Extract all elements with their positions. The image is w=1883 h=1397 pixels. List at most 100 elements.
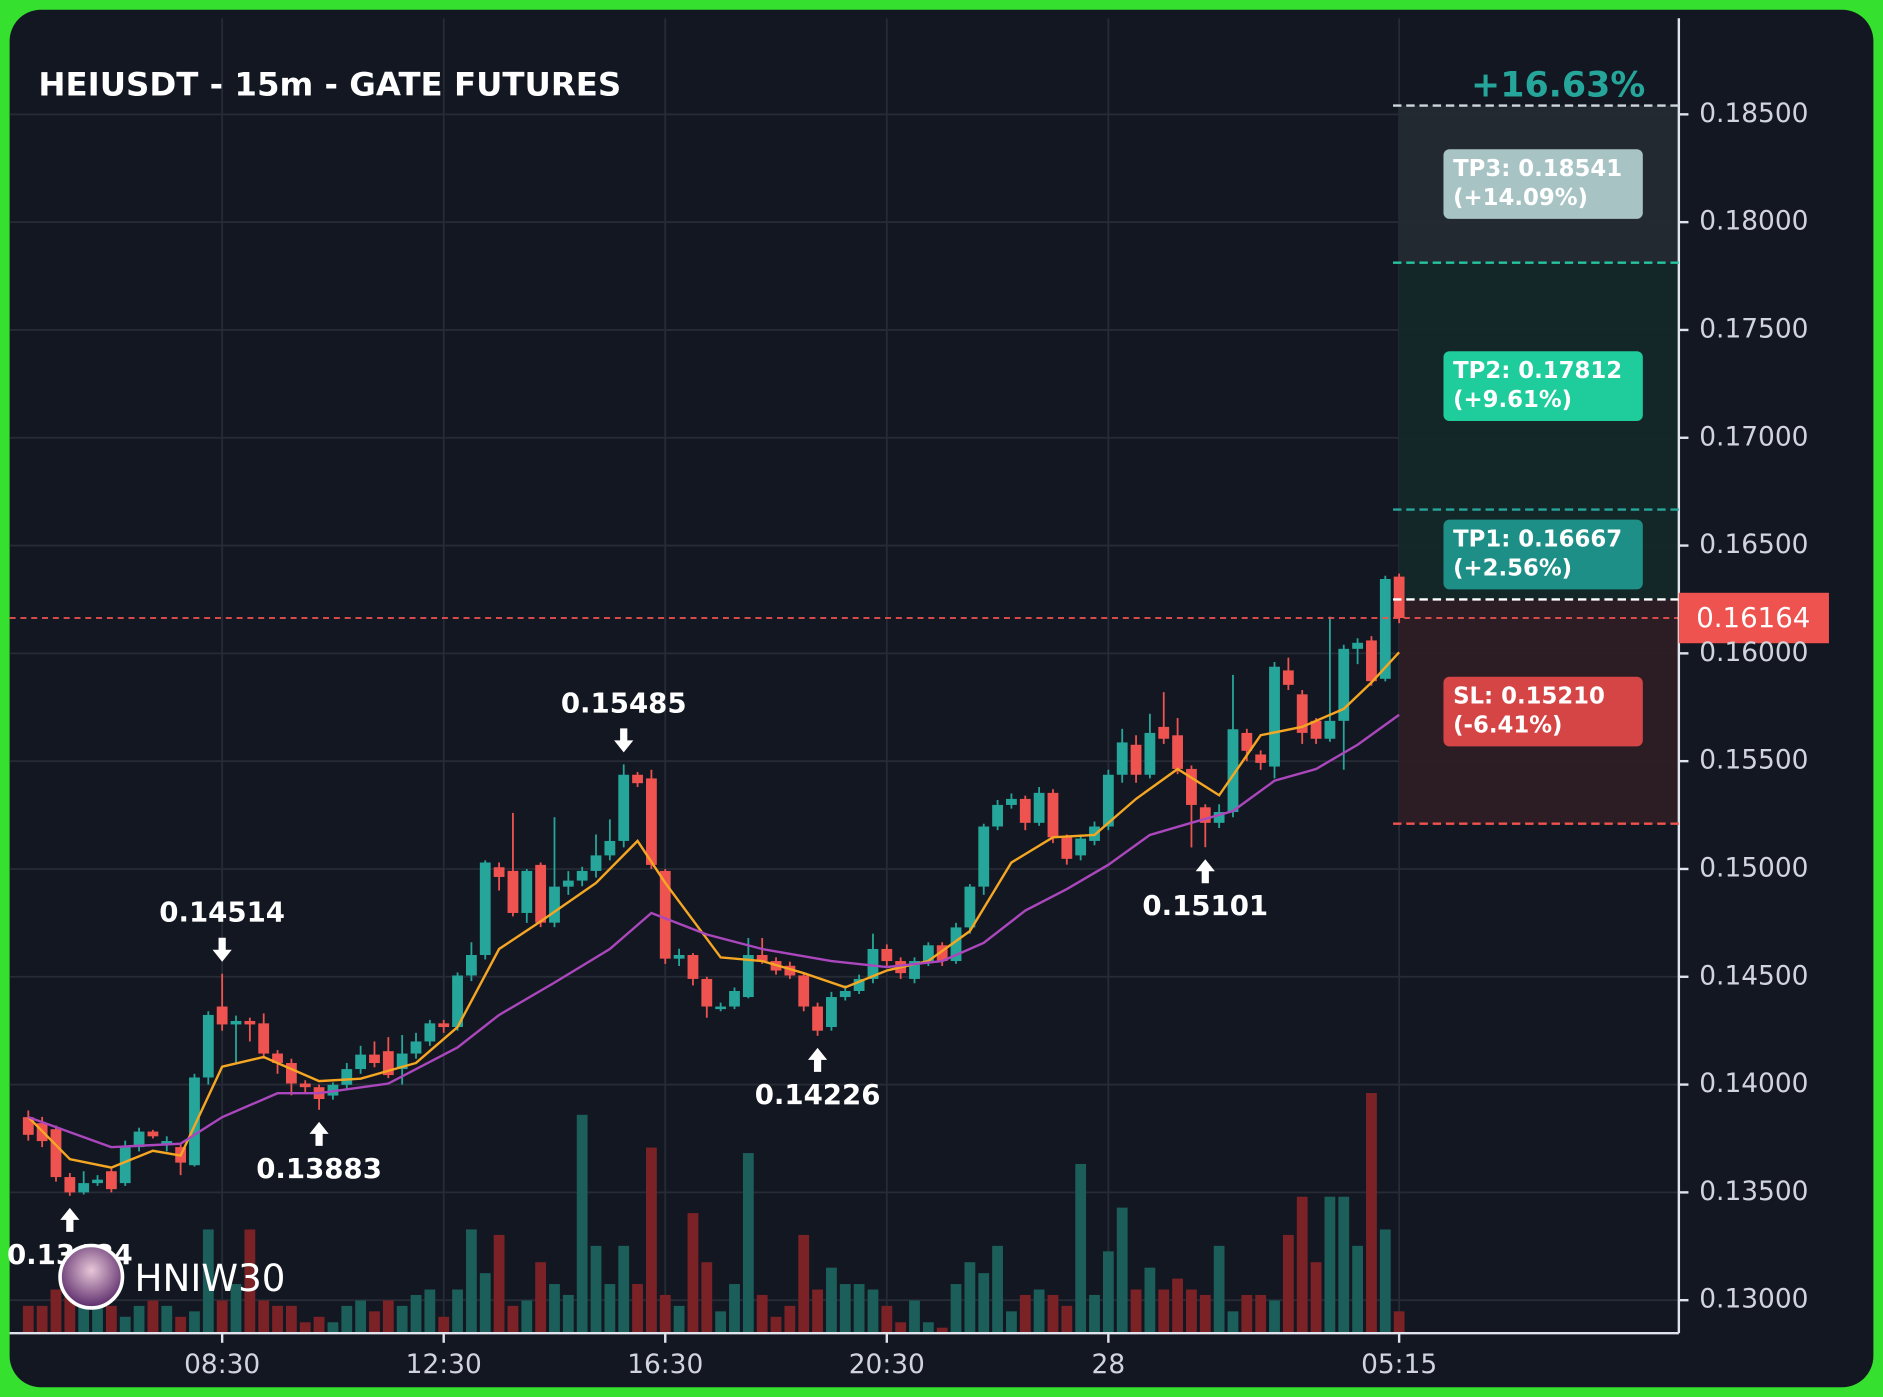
volume-bar	[1006, 1311, 1017, 1334]
volume-bar	[1144, 1267, 1156, 1334]
candle-body	[161, 1141, 173, 1145]
x-tick-label: 28	[1092, 1349, 1126, 1380]
volume-bar	[1019, 1294, 1031, 1334]
candle-body	[1033, 792, 1045, 823]
candle-body	[950, 927, 962, 962]
level-box	[1443, 351, 1643, 421]
candle-body	[964, 886, 976, 928]
candle-body	[687, 954, 699, 979]
candle-body	[1241, 732, 1253, 751]
volume-bar	[590, 1245, 602, 1334]
volume-bar	[189, 1311, 200, 1334]
candle-body	[493, 867, 505, 877]
candle-body	[119, 1147, 131, 1184]
volume-bar	[382, 1300, 394, 1334]
candle-body	[729, 991, 740, 1007]
candle-body	[1324, 720, 1336, 739]
candle-body	[673, 954, 685, 959]
volume-bar	[1366, 1092, 1377, 1334]
volume-bar	[922, 1322, 934, 1334]
volume-bar	[479, 1273, 491, 1334]
volume-bar	[119, 1316, 131, 1334]
candle-body	[812, 1006, 823, 1031]
volume-bar	[1213, 1245, 1225, 1334]
candle-body	[1366, 640, 1377, 682]
annotation-label: 0.13883	[256, 1152, 382, 1185]
volume-bar	[161, 1305, 173, 1334]
candle-body	[521, 870, 533, 913]
volume-bar	[1227, 1311, 1239, 1334]
candle-body	[562, 880, 574, 887]
volume-bar	[909, 1300, 920, 1334]
volume-bar	[632, 1284, 643, 1334]
volume-bar	[1102, 1251, 1114, 1334]
volume-bar	[1310, 1262, 1322, 1334]
candle-body	[424, 1023, 436, 1042]
candle-body	[50, 1129, 62, 1178]
volume-bar	[895, 1322, 907, 1334]
candle-body	[1102, 774, 1114, 827]
candle-body	[189, 1077, 200, 1166]
volume-bar	[549, 1284, 560, 1334]
volume-bar	[742, 1153, 754, 1334]
candle-body	[1310, 720, 1322, 739]
volume-bar	[105, 1305, 117, 1334]
level-change: (+2.56%)	[1453, 555, 1572, 581]
candle-body	[92, 1179, 103, 1184]
volume-bar	[36, 1305, 48, 1334]
volume-bar	[285, 1305, 297, 1334]
candle-body	[659, 870, 671, 959]
candle-body	[826, 997, 837, 1028]
volume-bar	[92, 1300, 103, 1334]
candle-body	[479, 862, 491, 955]
candle-body	[22, 1117, 34, 1135]
volume-bar	[673, 1305, 685, 1334]
y-tick-label: 0.17000	[1699, 421, 1808, 452]
volume-bar	[936, 1327, 948, 1334]
volume-bar	[604, 1284, 616, 1334]
candle-body	[576, 870, 588, 881]
candle-body	[839, 991, 851, 998]
volume-bar	[493, 1234, 505, 1334]
volume-bar	[535, 1262, 547, 1334]
candle-body	[1227, 729, 1239, 813]
volume-bar	[853, 1284, 865, 1334]
volume-bar	[216, 1300, 228, 1334]
watermark: HNIW30	[135, 1256, 286, 1300]
volume-bar	[1186, 1289, 1197, 1334]
level-label: TP2: 0.17812	[1453, 358, 1622, 384]
volume-bar	[1033, 1289, 1045, 1334]
volume-bar	[1047, 1294, 1059, 1334]
candle-body	[355, 1054, 367, 1070]
level-box	[1443, 519, 1643, 590]
candle-body	[646, 778, 657, 865]
candle-body	[1199, 807, 1211, 823]
volume-bar	[756, 1294, 768, 1334]
volume-bar	[1379, 1229, 1391, 1334]
candle-body	[1061, 837, 1073, 859]
candle-body	[798, 975, 810, 1007]
candle-body	[549, 886, 560, 923]
volume-bar	[1172, 1278, 1183, 1334]
volume-bar	[313, 1316, 325, 1334]
volume-bar	[618, 1245, 630, 1334]
candle-body	[909, 961, 920, 979]
volume-bar	[507, 1305, 519, 1334]
y-tick-label: 0.18000	[1699, 206, 1808, 237]
candle-body	[784, 965, 796, 976]
volume-bar	[244, 1229, 256, 1334]
level-label: TP3: 0.18541	[1453, 156, 1622, 182]
level-label: TP1: 0.16667	[1453, 527, 1622, 553]
volume-bar	[784, 1305, 796, 1334]
candle-body	[1116, 742, 1128, 775]
candle-body	[632, 774, 643, 784]
volume-bar	[867, 1289, 879, 1334]
volume-bar	[1352, 1245, 1364, 1334]
candle-body	[341, 1069, 353, 1085]
candle-body	[299, 1083, 311, 1088]
candle-body	[618, 774, 630, 841]
volume-bar	[1158, 1289, 1170, 1334]
level-change: (+9.61%)	[1453, 387, 1572, 413]
volume-bar	[1075, 1163, 1087, 1334]
candle-body	[507, 870, 519, 913]
